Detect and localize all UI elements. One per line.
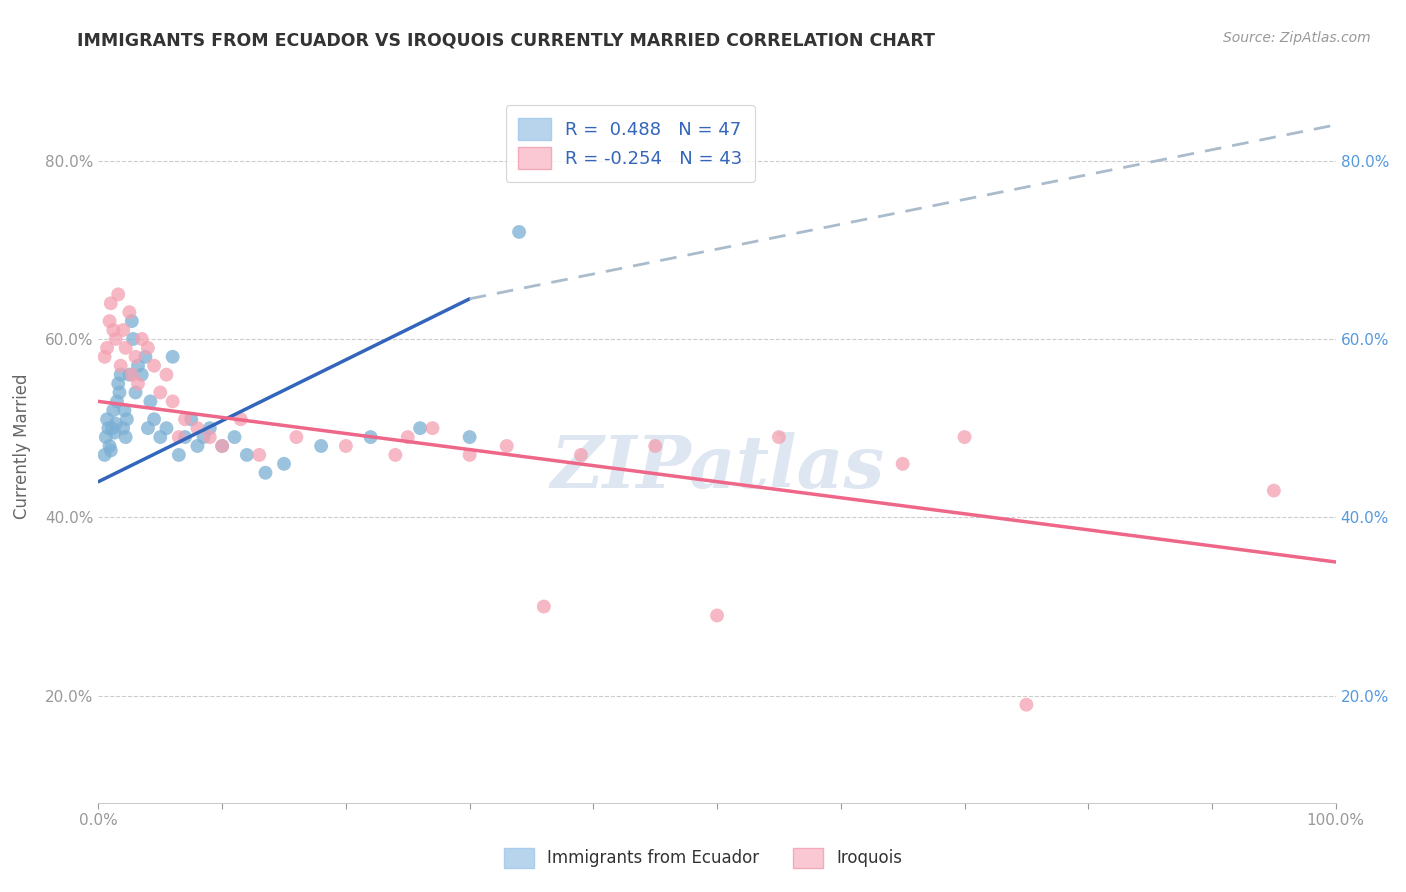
Point xyxy=(124,385,146,400)
Point xyxy=(93,448,115,462)
Point xyxy=(97,421,120,435)
Point xyxy=(115,412,138,426)
Point xyxy=(247,448,270,462)
Point xyxy=(131,332,153,346)
Point xyxy=(139,394,162,409)
Point xyxy=(136,421,159,435)
Point xyxy=(155,421,177,435)
Point xyxy=(768,430,790,444)
Point xyxy=(186,439,208,453)
Point xyxy=(193,430,215,444)
Point xyxy=(103,323,125,337)
Point xyxy=(254,466,277,480)
Point xyxy=(103,403,125,417)
Point xyxy=(110,368,132,382)
Point xyxy=(422,421,444,435)
Point xyxy=(211,439,233,453)
Point xyxy=(127,359,149,373)
Legend: Immigrants from Ecuador, Iroquois: Immigrants from Ecuador, Iroquois xyxy=(498,841,908,875)
Point xyxy=(508,225,530,239)
Y-axis label: Currently Married: Currently Married xyxy=(13,373,31,519)
Point xyxy=(121,314,143,328)
Point xyxy=(285,430,308,444)
Point xyxy=(569,448,592,462)
Point xyxy=(121,368,143,382)
Point xyxy=(174,412,197,426)
Point xyxy=(127,376,149,391)
Point xyxy=(104,332,127,346)
Point xyxy=(100,296,122,310)
Point xyxy=(495,439,517,453)
Point xyxy=(96,412,118,426)
Point xyxy=(891,457,914,471)
Point xyxy=(644,439,666,453)
Point xyxy=(533,599,555,614)
Point xyxy=(118,305,141,319)
Point xyxy=(167,430,190,444)
Point xyxy=(93,350,115,364)
Point xyxy=(180,412,202,426)
Legend: R =  0.488   N = 47, R = -0.254   N = 43: R = 0.488 N = 47, R = -0.254 N = 43 xyxy=(506,105,755,182)
Point xyxy=(114,430,136,444)
Point xyxy=(458,430,481,444)
Point xyxy=(110,359,132,373)
Point xyxy=(409,421,432,435)
Point xyxy=(103,425,125,440)
Point xyxy=(134,350,156,364)
Point xyxy=(167,448,190,462)
Point xyxy=(360,430,382,444)
Point xyxy=(953,430,976,444)
Point xyxy=(236,448,259,462)
Point xyxy=(136,341,159,355)
Point xyxy=(131,368,153,382)
Point xyxy=(124,350,146,364)
Point xyxy=(101,421,124,435)
Text: Source: ZipAtlas.com: Source: ZipAtlas.com xyxy=(1223,31,1371,45)
Text: ZIPatlas: ZIPatlas xyxy=(550,432,884,503)
Point xyxy=(107,287,129,301)
Point xyxy=(108,385,131,400)
Point xyxy=(706,608,728,623)
Point xyxy=(94,430,117,444)
Point xyxy=(143,359,166,373)
Point xyxy=(105,394,128,409)
Point xyxy=(112,403,135,417)
Point xyxy=(309,439,332,453)
Point xyxy=(458,448,481,462)
Point xyxy=(229,412,252,426)
Point xyxy=(335,439,357,453)
Point xyxy=(112,323,135,337)
Point xyxy=(104,417,127,431)
Point xyxy=(162,350,184,364)
Point xyxy=(1015,698,1038,712)
Point xyxy=(149,385,172,400)
Point xyxy=(162,394,184,409)
Point xyxy=(155,368,177,382)
Point xyxy=(198,421,221,435)
Point xyxy=(186,421,208,435)
Point xyxy=(98,314,121,328)
Point xyxy=(96,341,118,355)
Point xyxy=(224,430,246,444)
Point xyxy=(112,421,135,435)
Point xyxy=(98,439,121,453)
Point xyxy=(118,368,141,382)
Point xyxy=(107,376,129,391)
Point xyxy=(396,430,419,444)
Text: IMMIGRANTS FROM ECUADOR VS IROQUOIS CURRENTLY MARRIED CORRELATION CHART: IMMIGRANTS FROM ECUADOR VS IROQUOIS CURR… xyxy=(77,31,935,49)
Point xyxy=(174,430,197,444)
Point xyxy=(100,443,122,458)
Point xyxy=(384,448,406,462)
Point xyxy=(211,439,233,453)
Point xyxy=(198,430,221,444)
Point xyxy=(1263,483,1285,498)
Point xyxy=(122,332,145,346)
Point xyxy=(149,430,172,444)
Point xyxy=(143,412,166,426)
Point xyxy=(273,457,295,471)
Point xyxy=(114,341,136,355)
